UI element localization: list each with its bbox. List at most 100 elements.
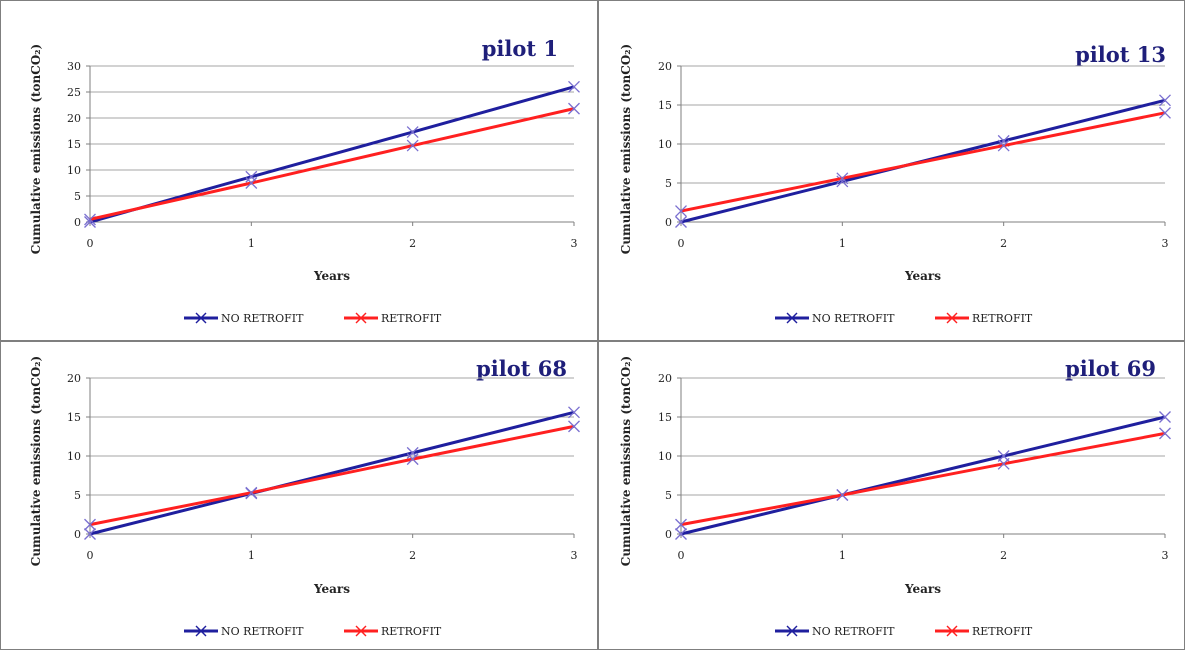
x-tick-label: 2 [1000,237,1007,250]
marker-stroke [1159,427,1171,440]
marker-stroke [245,177,258,189]
x-tick-label: 3 [1162,549,1169,562]
data-point-1-2 [406,453,419,466]
series-line-0 [680,415,1166,536]
legend-label: NO RETROFIT [221,312,304,325]
data-point-1-2 [997,457,1010,470]
x-tick-label: 3 [571,237,578,250]
x-tick-label: 3 [1162,237,1169,250]
chart-panel-pilot-69: pilot 69 0 5 10 15 20 0 1 2 3 Years Cumulative emis… [598,341,1185,650]
x-tick-label: 2 [409,549,416,562]
data-point-1-1 [836,172,849,185]
chart-title: pilot 68 [476,356,567,381]
legend-label: NO RETROFIT [812,625,895,638]
data-point-1-1 [245,177,258,189]
marker-stroke [675,216,687,228]
marker-stroke [406,446,419,459]
legend-item-1: RETROFIT [935,312,1033,325]
x-axis-label: Years [313,269,350,283]
y-tick-label: 10 [67,164,81,177]
legend-item-0: NO RETROFIT [184,625,304,638]
legend-marker [786,312,798,324]
y-tick-label: 25 [67,86,81,99]
marker-stroke [836,172,849,185]
y-tick-label: 0 [74,216,81,229]
data-point-1-3 [1159,427,1171,440]
marker-stroke [84,528,96,540]
marker-stroke [1159,411,1171,423]
series-line-1 [680,111,1166,213]
y-tick-label: 0 [665,528,672,541]
legend-marker [946,625,958,637]
legend-marker [195,625,207,637]
y-tick-label: 0 [74,528,81,541]
chart-svg: pilot 68 0 5 10 15 20 0 1 2 3 Years Cumulative emis… [0,341,598,650]
legend-marker [195,312,207,324]
series-line-1 [89,107,575,221]
marker-stroke [1159,106,1171,119]
marker-stroke [245,170,258,183]
legend-label: NO RETROFIT [221,625,304,638]
data-point-0-3 [1159,411,1171,423]
y-tick-label: 15 [67,138,81,151]
data-point-1-3 [568,102,580,115]
chart-title: pilot 1 [482,36,558,61]
data-point-0-2 [406,446,419,459]
data-point-1-0 [84,518,96,531]
data-point-1-3 [1159,106,1171,119]
y-tick-label: 20 [658,372,672,385]
y-tick-label: 5 [665,177,672,190]
y-axis-label: Cumulative emissions (tonCO₂) [619,356,633,566]
legend-item-0: NO RETROFIT [775,625,895,638]
marker-stroke [675,518,687,531]
y-axis-label: Cumulative emissions (tonCO₂) [29,356,43,566]
y-tick-label: 15 [67,411,81,424]
data-point-0-3 [1159,94,1171,107]
marker-stroke [406,126,419,138]
series-line-1 [680,431,1166,527]
data-point-1-0 [84,213,96,226]
data-point-0-0 [84,528,96,540]
x-tick-label: 3 [571,549,578,562]
chart-panel-pilot-68: pilot 68 0 5 10 15 20 0 1 2 3 Years Cumulative emis… [0,341,598,650]
x-tick-label: 0 [678,549,685,562]
x-tick-label: 1 [248,237,255,250]
data-point-1-0 [675,518,687,531]
legend-label: RETROFIT [972,312,1033,325]
data-point-1-1 [245,486,258,499]
y-tick-label: 20 [658,60,672,73]
panel-border [0,0,598,341]
legend-item-0: NO RETROFIT [184,312,304,325]
y-tick-label: 20 [67,372,81,385]
marker-stroke [568,102,580,115]
chart-panel-pilot-13: pilot 13 0 5 10 15 20 0 1 2 3 Years Cumulative emis… [598,0,1185,341]
marker-stroke [245,486,258,499]
chart-title: pilot 69 [1065,356,1156,381]
legend-marker [355,312,367,324]
y-axis-label: Cumulative emissions (tonCO₂) [619,44,633,254]
data-point-1-2 [997,139,1010,152]
x-tick-label: 0 [87,237,94,250]
y-tick-label: 30 [67,60,81,73]
y-tick-label: 15 [658,411,672,424]
marker-stroke [997,139,1010,152]
legend-label: RETROFIT [381,312,442,325]
x-tick-label: 0 [87,549,94,562]
y-tick-label: 5 [74,190,81,203]
marker-stroke [84,518,96,531]
y-tick-label: 10 [67,450,81,463]
series-line-0 [89,85,575,224]
series-line-0 [89,410,575,536]
data-point-0-0 [675,528,687,540]
data-point-0-0 [675,216,687,228]
marker-stroke [568,406,580,419]
marker-stroke [997,457,1010,470]
marker-stroke [406,139,419,152]
legend-item-1: RETROFIT [935,625,1033,638]
legend-label: RETROFIT [381,625,442,638]
marker-stroke [1159,94,1171,107]
y-tick-label: 10 [658,138,672,151]
legend-label: NO RETROFIT [812,312,895,325]
data-point-0-1 [245,170,258,183]
